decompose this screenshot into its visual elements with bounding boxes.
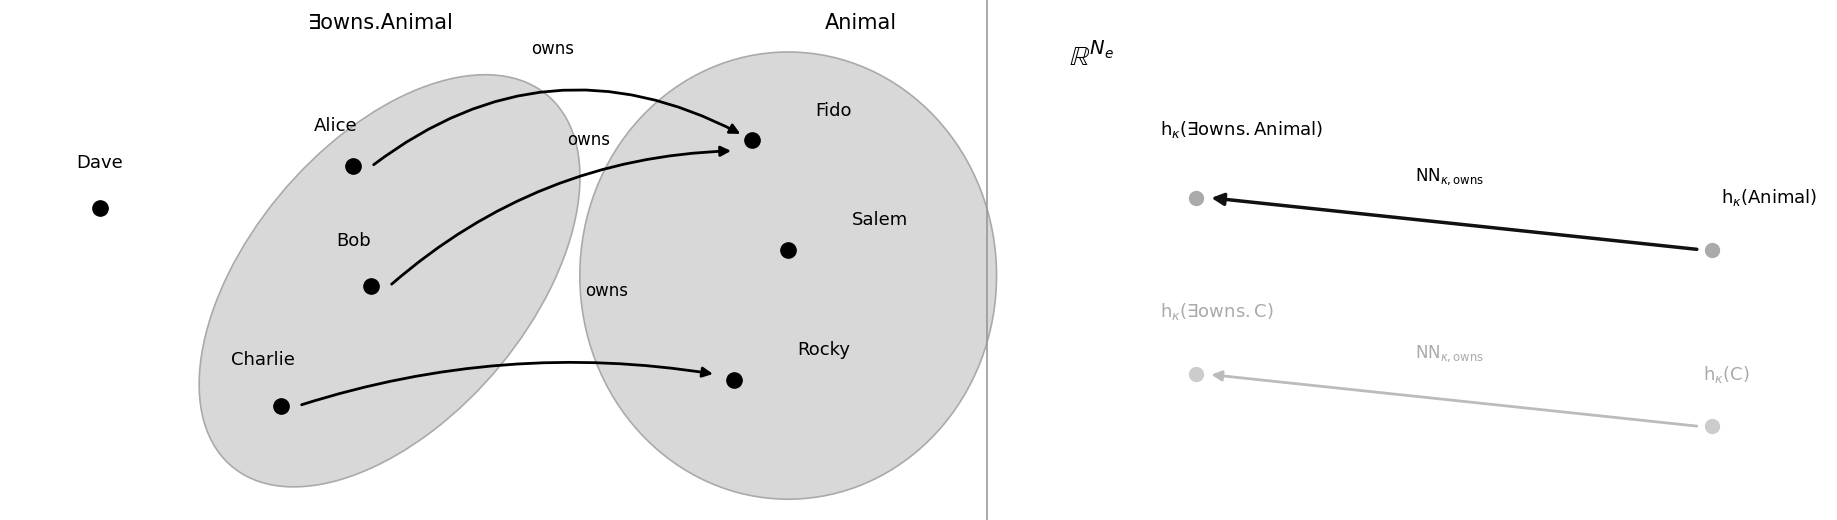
Text: Fido: Fido (816, 101, 852, 120)
Text: $\mathbb{R}^{N_e}$: $\mathbb{R}^{N_e}$ (1069, 42, 1113, 72)
Text: Rocky: Rocky (797, 341, 851, 359)
Text: Bob: Bob (336, 231, 371, 250)
Text: owns: owns (586, 282, 628, 300)
Ellipse shape (198, 75, 580, 487)
Text: Salem: Salem (852, 211, 907, 229)
Text: Charlie: Charlie (231, 351, 294, 369)
Text: owns: owns (531, 41, 575, 58)
Text: $\mathrm{h}_\kappa(\mathrm{Animal})$: $\mathrm{h}_\kappa(\mathrm{Animal})$ (1721, 187, 1817, 208)
Text: $\mathrm{NN}_{\kappa,\mathrm{owns}}$: $\mathrm{NN}_{\kappa,\mathrm{owns}}$ (1414, 166, 1484, 187)
Text: $\mathrm{h}_\kappa(\mathrm{C})$: $\mathrm{h}_\kappa(\mathrm{C})$ (1703, 364, 1751, 385)
Text: $\mathrm{h}_\kappa(\exists\mathrm{owns.Animal})$: $\mathrm{h}_\kappa(\exists\mathrm{owns.A… (1159, 120, 1323, 140)
Text: ∃owns.Animal: ∃owns.Animal (307, 14, 454, 33)
Text: owns: owns (568, 132, 610, 149)
Ellipse shape (580, 52, 996, 499)
Text: $\mathrm{h}_\kappa(\exists\mathrm{owns.C})$: $\mathrm{h}_\kappa(\exists\mathrm{owns.C… (1159, 302, 1273, 322)
Text: Animal: Animal (825, 14, 896, 33)
Text: Alice: Alice (314, 117, 356, 135)
Text: $\mathrm{NN}_{\kappa,\mathrm{owns}}$: $\mathrm{NN}_{\kappa,\mathrm{owns}}$ (1414, 343, 1484, 364)
Text: Dave: Dave (77, 153, 123, 172)
